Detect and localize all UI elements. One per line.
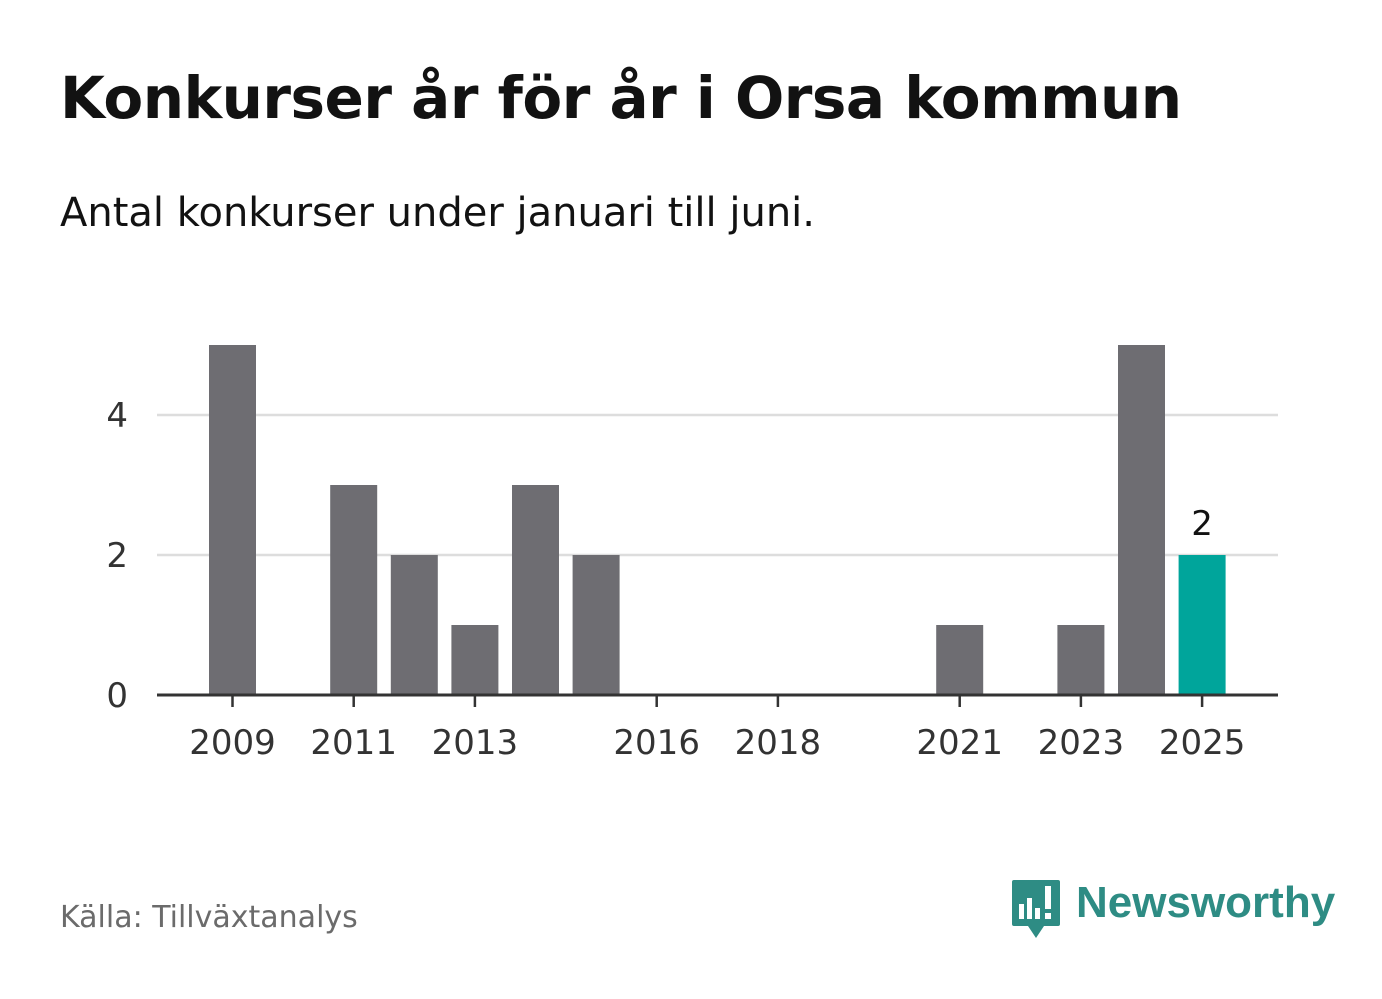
brand-name: Newsworthy [1076,878,1336,927]
source-note: Källa: Tillväxtanalys [60,900,358,935]
y-tick-label: 2 [106,536,128,576]
bar [390,555,438,695]
bar [572,555,620,695]
bar [451,625,499,695]
bar-highlight [1178,555,1226,695]
bar [936,625,984,695]
y-tick-label: 0 [106,676,128,716]
x-tick-label: 2018 [735,723,822,763]
x-tick-label: 2023 [1038,723,1125,763]
bar-chart-speech-bubble-icon [1012,880,1060,938]
x-tick-label: 2011 [310,723,397,763]
x-tick-label: 2016 [613,723,700,763]
bar [209,345,256,695]
chart-subtitle: Antal konkurser under januari till juni. [60,190,815,236]
chart-title: Konkurser år för år i Orsa kommun [60,64,1182,132]
bar [512,485,559,695]
x-tick-label: 2013 [432,723,519,763]
y-tick-label: 4 [106,396,128,436]
x-tick-label: 2025 [1159,723,1246,763]
bar [1057,625,1105,695]
bar [1118,345,1165,695]
x-tick-label: 2009 [189,723,276,763]
x-tick-label: 2021 [916,723,1003,763]
brand-logo: Newsworthy [1010,878,1335,942]
data-label: 2 [1191,504,1213,544]
bar [330,485,378,695]
